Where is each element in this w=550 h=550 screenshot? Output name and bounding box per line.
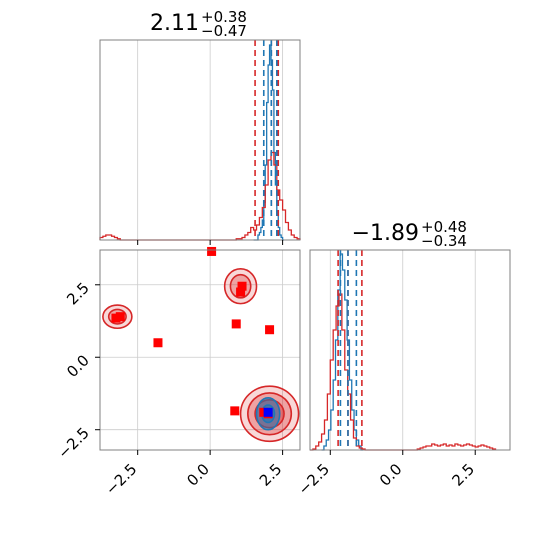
histogram-series-1: [99, 151, 301, 241]
scatter-point-1-0: [263, 407, 273, 417]
y-tick-label-1: 0.0: [63, 351, 93, 381]
title-minus: −0.34: [421, 232, 467, 250]
x-tick-label-0: −2.5: [102, 460, 140, 498]
histogram-series-0: [253, 44, 285, 241]
x-tick-labels: −2.5 0.0 2.5: [295, 460, 478, 498]
y-tick-labels: 2.5 0.0 −2.5: [54, 279, 92, 462]
y-tick-label-2: −2.5: [54, 424, 92, 462]
scatter-contour-panel: −2.5 0.0 2.5 2.5 0.0 −2.5: [54, 246, 301, 499]
axes-frame: [309, 249, 511, 451]
histogram-panel-right: −2.5 0.0 2.5 −1.89 +0.48 −0.34: [295, 218, 511, 499]
title-minus: −0.47: [201, 22, 247, 40]
tick-marks: [95, 284, 284, 455]
axes-frame: [99, 39, 301, 241]
scatter-point-0-2: [236, 287, 246, 297]
panel-title: 2.11 +0.38 −0.47: [150, 8, 247, 40]
scatter-point-0-6: [265, 325, 275, 335]
x-tick-label-1: 0.0: [183, 460, 213, 490]
title-value: 2.11: [150, 11, 199, 36]
panel-title: −1.89 +0.48 −0.34: [352, 218, 467, 250]
y-tick-label-0: 2.5: [63, 279, 93, 309]
axes-frame: [99, 249, 301, 451]
quantile-lines: [337, 250, 363, 450]
x-tick-label-2: 2.5: [256, 460, 286, 490]
x-tick-labels: −2.5 0.0 2.5: [102, 460, 285, 498]
x-tick-label-1: 0.0: [376, 460, 406, 490]
scatter-point-0-8: [230, 406, 240, 416]
scatter-point-0-5: [231, 319, 241, 329]
scatter-point-0-1: [237, 281, 247, 291]
scatter-points: [111, 246, 275, 419]
title-value: −1.89: [352, 221, 419, 246]
x-tick-label-2: 2.5: [448, 460, 478, 490]
quantile-lines: [254, 40, 280, 240]
tick-marks: [329, 450, 476, 455]
title-plus: +0.38: [201, 8, 247, 26]
grid-lines: [137, 40, 284, 240]
scatter-point-0-4: [111, 313, 121, 323]
x-tick-label-0: −2.5: [295, 460, 333, 498]
histogram-panel-top: 2.11 +0.38 −0.47: [99, 8, 301, 245]
scatter-point-0-0: [207, 246, 217, 256]
tick-marks: [137, 240, 284, 245]
histogram-series: [99, 44, 301, 241]
title-plus: +0.48: [421, 218, 467, 236]
scatter-point-0-7: [153, 338, 163, 348]
